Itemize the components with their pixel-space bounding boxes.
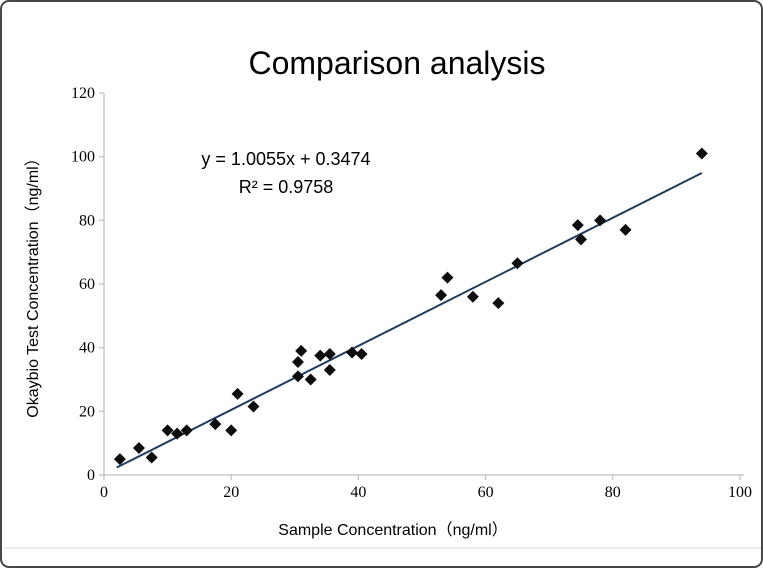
data-point-diamond bbox=[314, 349, 327, 362]
data-point-diamond bbox=[466, 290, 479, 303]
data-point-diamond bbox=[225, 424, 238, 437]
data-point-diamond bbox=[619, 223, 632, 236]
data-point-diamond bbox=[113, 453, 126, 466]
data-point-diamond bbox=[161, 424, 174, 437]
trendline-layer bbox=[116, 172, 703, 469]
data-point-diamond bbox=[231, 387, 244, 400]
data-point-diamond bbox=[171, 427, 184, 440]
x-tick-label: 40 bbox=[350, 484, 366, 501]
y-tick-label: 40 bbox=[79, 340, 95, 357]
data-point-diamond bbox=[209, 418, 222, 431]
data-point-diamond bbox=[323, 348, 336, 361]
data-point-diamond bbox=[291, 355, 304, 368]
data-point-diamond bbox=[180, 424, 193, 437]
data-points bbox=[113, 147, 708, 466]
y-tick-label: 120 bbox=[71, 85, 95, 102]
r-squared-label: R² = 0.9758 bbox=[239, 177, 334, 197]
x-tick-label: 100 bbox=[728, 484, 752, 501]
y-tick-label: 80 bbox=[79, 212, 95, 229]
data-point-diamond bbox=[132, 441, 145, 454]
trendline-equation: y = 1.0055x + 0.3474 bbox=[201, 149, 370, 169]
y-tick-label: 100 bbox=[71, 149, 95, 166]
data-point-diamond bbox=[291, 370, 304, 383]
axes: 0 20 40 60 80 100 0 20 40 60 80 100 120 bbox=[71, 85, 752, 501]
data-point-diamond bbox=[575, 233, 587, 246]
data-point-diamond bbox=[323, 363, 336, 376]
chart-title: Comparison analysis bbox=[248, 45, 545, 81]
data-point-diamond bbox=[145, 451, 158, 464]
y-axis-title: Okaybio Test Concentration（ng/ml） bbox=[24, 150, 42, 417]
x-tick-label: 60 bbox=[478, 484, 494, 501]
data-point-diamond bbox=[571, 219, 584, 232]
data-point-diamond bbox=[295, 344, 308, 357]
data-point-diamond bbox=[695, 147, 708, 160]
x-tick-label: 0 bbox=[100, 484, 108, 501]
trendline bbox=[116, 172, 703, 469]
x-axis-title: Sample Concentration（ng/ml） bbox=[278, 521, 507, 539]
data-point-diamond bbox=[247, 400, 260, 413]
y-tick-label: 60 bbox=[79, 276, 95, 293]
x-tick-label: 80 bbox=[605, 484, 621, 501]
data-point-diamond bbox=[492, 297, 505, 310]
data-point-diamond bbox=[441, 271, 454, 284]
data-point-diamond bbox=[594, 214, 607, 227]
x-tick-label: 20 bbox=[223, 484, 239, 501]
y-tick-label: 0 bbox=[87, 467, 95, 484]
y-tick-label: 20 bbox=[79, 403, 95, 420]
data-point-diamond bbox=[304, 373, 317, 386]
data-point-diamond bbox=[346, 346, 359, 359]
data-point-diamond bbox=[435, 289, 448, 302]
data-point-diamond bbox=[355, 348, 368, 361]
data-point-diamond bbox=[511, 257, 524, 270]
